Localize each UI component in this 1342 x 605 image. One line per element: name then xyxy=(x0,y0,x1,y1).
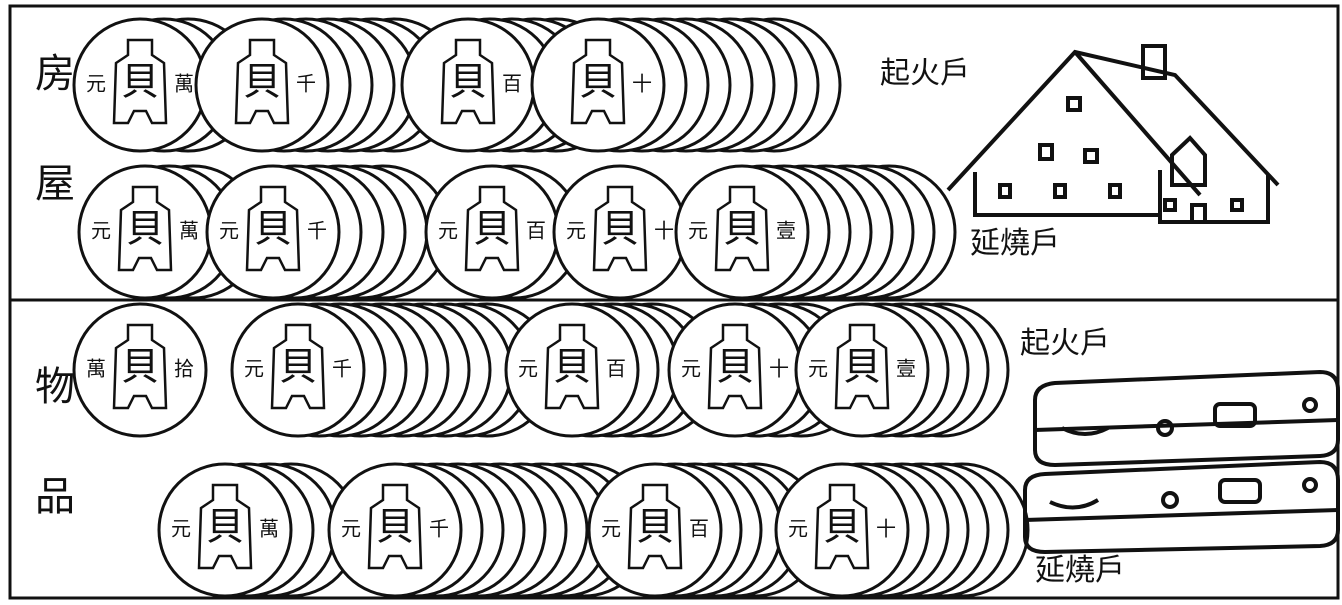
coin xyxy=(530,17,666,153)
spade-shape xyxy=(814,483,870,570)
coin-right: 拾 xyxy=(174,357,194,381)
spade-shape xyxy=(570,38,626,125)
coin-right: 千 xyxy=(429,517,449,541)
coin-right: 萬 xyxy=(259,517,279,541)
coin-center: 貝 xyxy=(473,207,511,251)
coin-right: 百 xyxy=(689,517,709,541)
coin xyxy=(157,462,293,598)
spade-shape xyxy=(714,185,770,272)
coin-center: 貝 xyxy=(636,505,674,549)
coin-left: 元 xyxy=(86,72,106,96)
coin-center: 貝 xyxy=(243,60,281,104)
house-spread: 延燒戶 xyxy=(970,226,1060,261)
spade-shape xyxy=(592,185,648,272)
coin-right: 十 xyxy=(632,72,652,96)
coin-center: 貝 xyxy=(716,345,754,389)
coin-center: 貝 xyxy=(553,345,591,389)
coin-right: 百 xyxy=(526,219,546,243)
coin-left: 元 xyxy=(688,219,708,243)
coin-right: 百 xyxy=(606,357,626,381)
coin xyxy=(230,302,366,438)
coin-right: 千 xyxy=(307,219,327,243)
coin-center: 貝 xyxy=(823,505,861,549)
suitcases xyxy=(1023,369,1340,555)
spade-shape xyxy=(834,323,890,410)
coin xyxy=(587,462,723,598)
coin-left: 元 xyxy=(518,357,538,381)
coin-right: 十 xyxy=(769,357,789,381)
coin xyxy=(205,164,341,300)
coin-left: 元 xyxy=(244,357,264,381)
coins: 貝元萬貝千貝百貝十貝元萬貝元千貝元百貝元十貝元 壹貝萬拾貝元千貝元百貝元十貝元 壹貝… xyxy=(72,17,1030,598)
section-label: 物品 xyxy=(28,365,74,585)
coin-center: 貝 xyxy=(121,345,159,389)
coin-center: 貝 xyxy=(579,60,617,104)
coin xyxy=(504,302,640,438)
spade-shape xyxy=(707,323,763,410)
coin-left: 萬 xyxy=(86,357,106,381)
coin-center: 貝 xyxy=(254,207,292,251)
spade-shape xyxy=(197,483,253,570)
coin-left: 元 xyxy=(601,517,621,541)
spade-shape xyxy=(544,323,600,410)
coin-center: 貝 xyxy=(601,207,639,251)
coin-center: 貝 xyxy=(206,505,244,549)
coin-right: 千 xyxy=(296,72,316,96)
coin-right: 十 xyxy=(876,517,896,541)
coin-left: 元 xyxy=(91,219,111,243)
coin-center: 貝 xyxy=(723,207,761,251)
house-fire-origin: 起火戶 xyxy=(880,56,970,91)
coin xyxy=(674,164,810,300)
coin xyxy=(194,17,330,153)
coin-right: 百 xyxy=(502,72,522,96)
coin-center: 貝 xyxy=(126,207,164,251)
coin xyxy=(774,462,910,598)
coin xyxy=(327,462,463,598)
coin-left: 元 xyxy=(438,219,458,243)
spade-shape xyxy=(627,483,683,570)
coin-left: 元 xyxy=(681,357,701,381)
coin-center: 貝 xyxy=(449,60,487,104)
coin-right: 十 xyxy=(654,219,674,243)
spade-shape xyxy=(245,185,301,272)
coin-left: 元 xyxy=(219,219,239,243)
spade-shape xyxy=(112,38,168,125)
spade-shape xyxy=(367,483,423,570)
coin-left: 元 xyxy=(808,357,828,381)
coin-center: 貝 xyxy=(376,505,414,549)
frame xyxy=(8,4,1340,600)
spade-shape xyxy=(464,185,520,272)
coin-center: 貝 xyxy=(279,345,317,389)
spade-shape xyxy=(117,185,173,272)
spade-shape xyxy=(234,38,290,125)
coin-right: 萬 xyxy=(174,72,194,96)
goods-spread: 延燒戶 xyxy=(1035,553,1125,588)
coin-left: 元 xyxy=(788,517,808,541)
goods-fire-origin: 起火戶 xyxy=(1020,326,1110,361)
coin-right: 壹 xyxy=(776,219,796,243)
coin-center: 貝 xyxy=(843,345,881,389)
coin xyxy=(72,302,208,438)
coin-right: 萬 xyxy=(179,219,199,243)
spade-shape xyxy=(112,323,168,410)
spade-shape xyxy=(440,38,496,125)
coin-right: 壹 xyxy=(896,357,916,381)
coin-center: 貝 xyxy=(121,60,159,104)
coin-right: 千 xyxy=(332,357,352,381)
coin-left: 元 xyxy=(566,219,586,243)
coin xyxy=(794,302,930,438)
coin-left: 元 xyxy=(341,517,361,541)
coin-left: 元 xyxy=(171,517,191,541)
section-label: 房屋 xyxy=(28,52,74,272)
spade-shape xyxy=(270,323,326,410)
house xyxy=(946,44,1280,224)
